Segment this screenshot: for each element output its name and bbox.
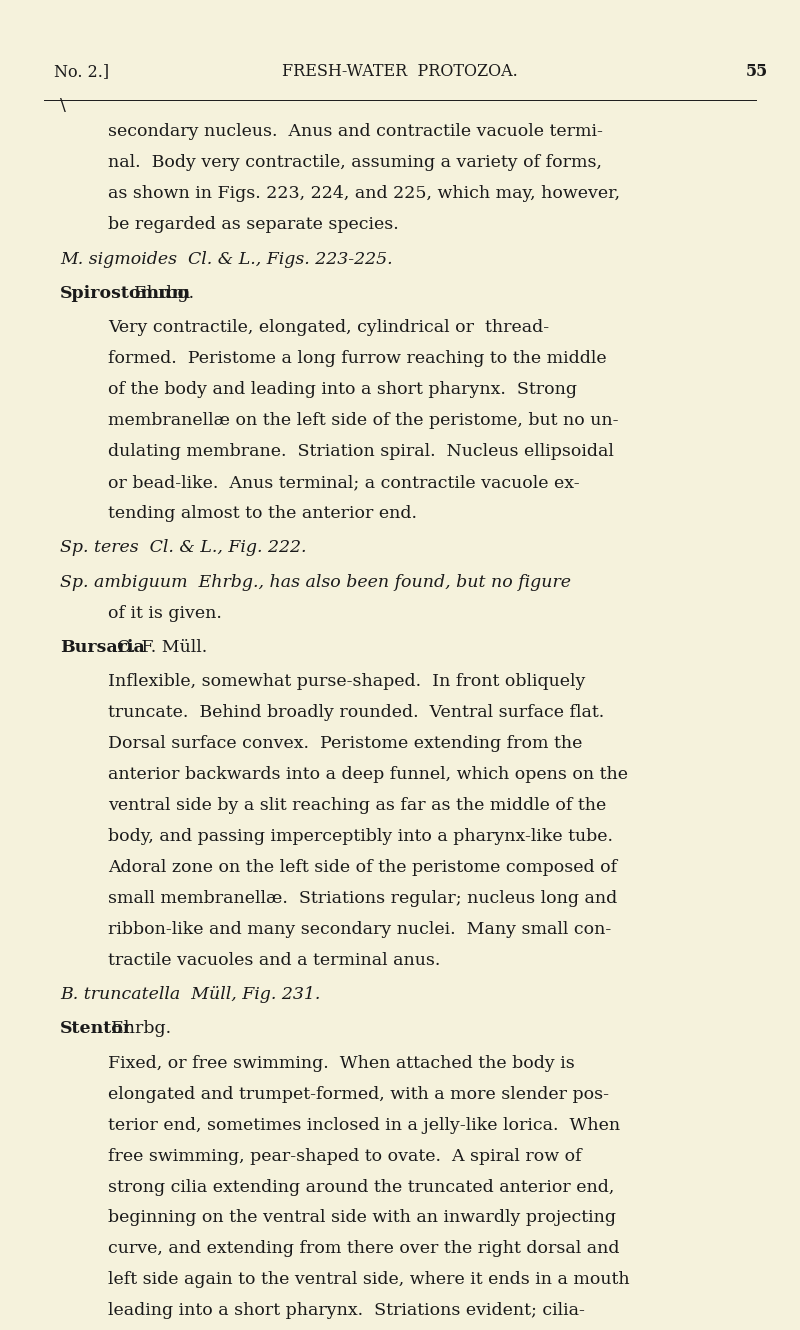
Text: Bursaria: Bursaria bbox=[60, 638, 145, 656]
Text: nal.  Body very contractile, assuming a variety of forms,: nal. Body very contractile, assuming a v… bbox=[108, 154, 602, 172]
Text: anterior backwards into a deep funnel, which opens on the: anterior backwards into a deep funnel, w… bbox=[108, 766, 628, 783]
Text: FRESH-WATER  PROTOZOA.: FRESH-WATER PROTOZOA. bbox=[282, 64, 518, 80]
Text: Ehrbg.: Ehrbg. bbox=[123, 285, 194, 302]
Text: 55: 55 bbox=[746, 64, 768, 80]
Text: Inflexible, somewhat purse-shaped.  In front obliquely: Inflexible, somewhat purse-shaped. In fr… bbox=[108, 673, 586, 690]
Text: M. sigmoides  Cl. & L., Figs. 223-225.: M. sigmoides Cl. & L., Figs. 223-225. bbox=[60, 250, 393, 267]
Text: Sp. teres  Cl. & L., Fig. 222.: Sp. teres Cl. & L., Fig. 222. bbox=[60, 539, 306, 556]
Text: dulating membrane.  Striation spiral.  Nucleus ellipsoidal: dulating membrane. Striation spiral. Nuc… bbox=[108, 443, 614, 460]
Text: elongated and trumpet-formed, with a more slender pos-: elongated and trumpet-formed, with a mor… bbox=[108, 1085, 609, 1103]
Text: of the body and leading into a short pharynx.  Strong: of the body and leading into a short pha… bbox=[108, 382, 577, 398]
Text: No. 2.]: No. 2.] bbox=[54, 64, 110, 80]
Text: tractile vacuoles and a terminal anus.: tractile vacuoles and a terminal anus. bbox=[108, 952, 440, 968]
Text: curve, and extending from there over the right dorsal and: curve, and extending from there over the… bbox=[108, 1241, 619, 1257]
Text: Very contractile, elongated, cylindrical or  thread-: Very contractile, elongated, cylindrical… bbox=[108, 319, 549, 336]
Text: secondary nucleus.  Anus and contractile vacuole termi-: secondary nucleus. Anus and contractile … bbox=[108, 124, 603, 141]
Text: free swimming, pear-shaped to ovate.  A spiral row of: free swimming, pear-shaped to ovate. A s… bbox=[108, 1148, 582, 1165]
Text: strong cilia extending around the truncated anterior end,: strong cilia extending around the trunca… bbox=[108, 1178, 614, 1196]
Text: O. F. Müll.: O. F. Müll. bbox=[106, 638, 207, 656]
Text: B. truncatella  Müll, Fig. 231.: B. truncatella Müll, Fig. 231. bbox=[60, 986, 320, 1003]
Text: of it is given.: of it is given. bbox=[108, 605, 222, 621]
Text: Sp. ambiguum  Ehrbg., has also been found, but no figure: Sp. ambiguum Ehrbg., has also been found… bbox=[60, 573, 571, 591]
Text: left side again to the ventral side, where it ends in a mouth: left side again to the ventral side, whe… bbox=[108, 1271, 630, 1289]
Text: membranellæ on the left side of the peristome, but no un-: membranellæ on the left side of the peri… bbox=[108, 412, 618, 430]
Text: Adoral zone on the left side of the peristome composed of: Adoral zone on the left side of the peri… bbox=[108, 859, 617, 876]
Text: Stentor: Stentor bbox=[60, 1020, 133, 1037]
Text: as shown in Figs. 223, 224, and 225, which may, however,: as shown in Figs. 223, 224, and 225, whi… bbox=[108, 185, 620, 202]
Text: or bead-like.  Anus terminal; a contractile vacuole ex-: or bead-like. Anus terminal; a contracti… bbox=[108, 473, 580, 491]
Text: beginning on the ventral side with an inwardly projecting: beginning on the ventral side with an in… bbox=[108, 1209, 616, 1226]
Text: ventral side by a slit reaching as far as the middle of the: ventral side by a slit reaching as far a… bbox=[108, 797, 606, 814]
Text: tending almost to the anterior end.: tending almost to the anterior end. bbox=[108, 505, 417, 521]
Text: terior end, sometimes inclosed in a jelly-like lorica.  When: terior end, sometimes inclosed in a jell… bbox=[108, 1117, 620, 1133]
Text: Dorsal surface convex.  Peristome extending from the: Dorsal surface convex. Peristome extendi… bbox=[108, 735, 582, 753]
Text: truncate.  Behind broadly rounded.  Ventral surface flat.: truncate. Behind broadly rounded. Ventra… bbox=[108, 705, 604, 721]
Text: ribbon-like and many secondary nuclei.  Many small con-: ribbon-like and many secondary nuclei. M… bbox=[108, 920, 611, 938]
Text: leading into a short pharynx.  Striations evident; cilia-: leading into a short pharynx. Striations… bbox=[108, 1302, 585, 1319]
Text: Spirostomum: Spirostomum bbox=[60, 285, 191, 302]
Text: formed.  Peristome a long furrow reaching to the middle: formed. Peristome a long furrow reaching… bbox=[108, 350, 606, 367]
Text: \: \ bbox=[60, 97, 66, 114]
Text: be regarded as separate species.: be regarded as separate species. bbox=[108, 217, 398, 233]
Text: body, and passing imperceptibly into a pharynx-like tube.: body, and passing imperceptibly into a p… bbox=[108, 829, 613, 845]
Text: Ehrbg.: Ehrbg. bbox=[100, 1020, 171, 1037]
Text: Fixed, or free swimming.  When attached the body is: Fixed, or free swimming. When attached t… bbox=[108, 1055, 574, 1072]
Text: small membranellæ.  Striations regular; nucleus long and: small membranellæ. Striations regular; n… bbox=[108, 890, 618, 907]
